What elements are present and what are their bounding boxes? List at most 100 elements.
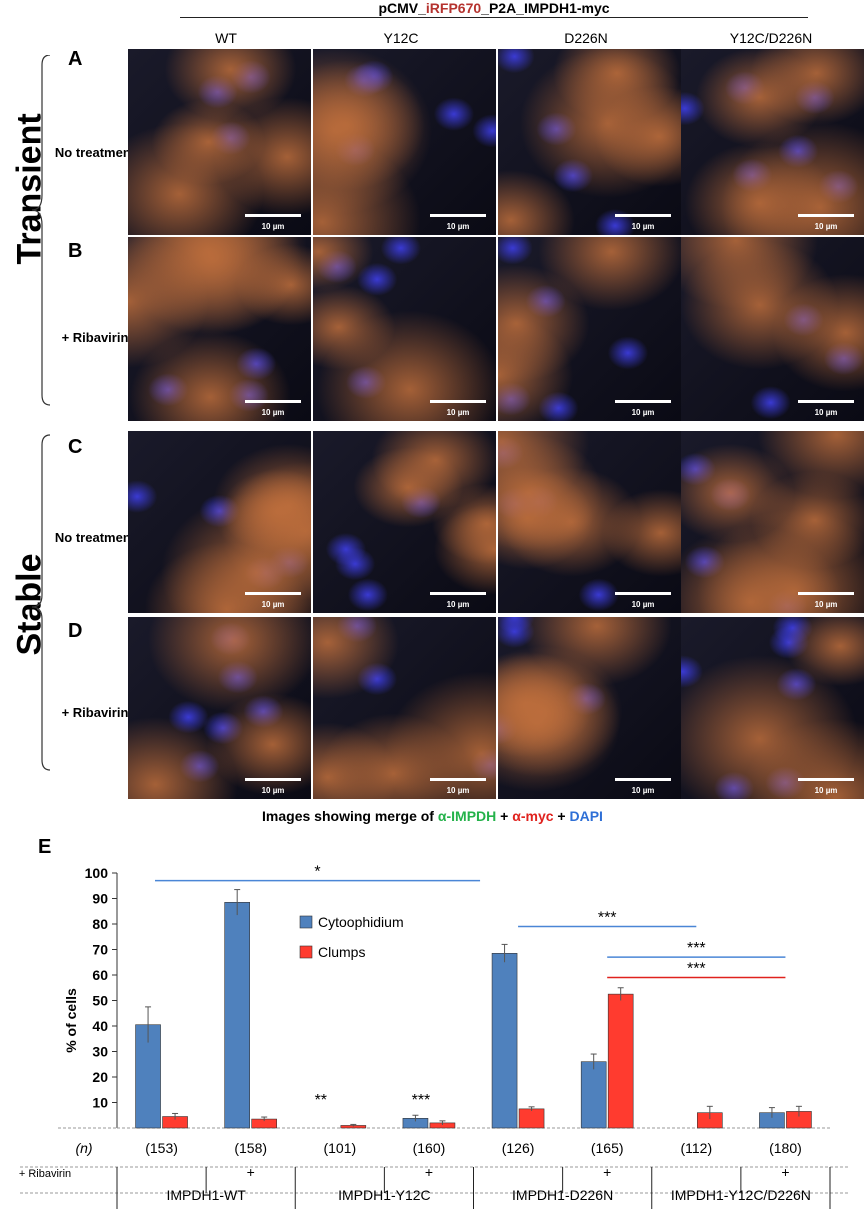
scale-bar-label: 10 µm: [261, 600, 285, 609]
scale-bar: [615, 400, 671, 403]
micrograph-panel: 10 µm: [313, 49, 496, 235]
scale-bar: [615, 592, 671, 595]
scale-bar-label: 10 µm: [446, 408, 470, 417]
scale-bar: [798, 592, 854, 595]
n-value: (158): [234, 1140, 267, 1156]
column-header-y12c-d226n: Y12C/D226N: [729, 30, 813, 46]
micrograph-panel: 10 µm: [128, 617, 311, 799]
panel-letter-e: E: [38, 836, 52, 858]
ribavirin-mark: +: [425, 1164, 433, 1180]
bar-chart: 10 20 30 40 50 60 70 80 90 100 % of cells Cytoophid…: [19, 864, 850, 1209]
micrograph-panel: 10 µm: [498, 237, 681, 421]
legend-label-clumps: Clumps: [318, 944, 365, 960]
bar-annotation: ***: [412, 1092, 431, 1109]
significance-label: ***: [687, 940, 706, 957]
panel-letter-c: C: [68, 436, 83, 458]
scale-bar-label: 10 µm: [814, 408, 838, 417]
scale-bar-label: 10 µm: [631, 786, 655, 795]
micrograph-panel: 10 µm: [498, 617, 681, 799]
scale-bar: [430, 400, 486, 403]
ribavirin-mark: +: [247, 1164, 255, 1180]
y-tick-label: 90: [92, 891, 108, 907]
ribavirin-mark: +: [781, 1164, 789, 1180]
y-tick-label: 70: [92, 942, 108, 958]
micrograph-panel: 10 µm: [128, 49, 311, 235]
bar-cytoophidium: [580, 1061, 607, 1129]
scale-bar-label: 10 µm: [446, 222, 470, 231]
n-value: (153): [145, 1140, 178, 1156]
y-tick-label: 50: [92, 993, 108, 1009]
bar-cytoophidium: [224, 902, 250, 1129]
n-value: (101): [323, 1140, 356, 1156]
n-value: (165): [591, 1140, 624, 1156]
column-header-y12c: Y12C: [383, 30, 419, 46]
legend-swatch-cytoophidium: [299, 915, 313, 929]
scale-bar-label: 10 µm: [631, 408, 655, 417]
y-tick-label: 40: [92, 1018, 108, 1034]
bar-cytoophidium: [491, 953, 518, 1129]
scale-bar: [245, 778, 301, 781]
scale-bar: [615, 214, 671, 217]
scale-bar: [430, 778, 486, 781]
scale-bar: [615, 778, 671, 781]
scale-bar-label: 10 µm: [446, 600, 470, 609]
micrograph-panel: 10 µm: [681, 431, 864, 613]
scale-bar: [798, 214, 854, 217]
scale-bar-label: 10 µm: [814, 600, 838, 609]
group-label: IMPDH1-WT: [166, 1187, 246, 1203]
scale-bar-label: 10 µm: [261, 222, 285, 231]
scale-bar-label: 10 µm: [814, 222, 838, 231]
group-braces: [31, 55, 51, 771]
n-value: (180): [769, 1140, 802, 1156]
y-tick-label: 80: [92, 916, 108, 932]
scale-bar-label: 10 µm: [261, 786, 285, 795]
y-tick-label: 60: [92, 967, 108, 983]
scale-bar: [798, 778, 854, 781]
micrograph-panel: 10 µm: [313, 431, 496, 613]
n-value: (160): [413, 1140, 446, 1156]
column-header-d226n: D226N: [564, 30, 608, 46]
micrograph-panel: 10 µm: [498, 49, 681, 235]
column-header-wt: WT: [215, 30, 237, 46]
scale-bar: [245, 400, 301, 403]
micrograph-panel: 10 µm: [498, 431, 681, 613]
scale-bar: [798, 400, 854, 403]
legend-label-cytoophidium: Cytoophidium: [318, 914, 404, 930]
scale-bar: [430, 592, 486, 595]
ribavirin-mark: +: [603, 1164, 611, 1180]
scale-bar: [245, 592, 301, 595]
figure-caption: Images showing merge of α-IMPDH + α-myc …: [262, 808, 603, 824]
group-label: IMPDH1-Y12C: [338, 1187, 431, 1203]
y-axis-label: % of cells: [63, 988, 79, 1053]
n-value: (126): [502, 1140, 535, 1156]
significance-label: *: [314, 864, 320, 881]
micrograph-panel: 10 µm: [681, 617, 864, 799]
legend-swatch-clumps: [299, 945, 313, 959]
panel-letter-b: B: [68, 240, 83, 262]
row-label-b: + Ribavirin: [61, 330, 129, 345]
bar-clumps: [607, 993, 634, 1129]
micrograph-panel: 10 µm: [681, 237, 864, 421]
micrograph-panel: 10 µm: [313, 237, 496, 421]
bar-annotation: **: [315, 1092, 327, 1109]
significance-label: ***: [598, 910, 617, 927]
scale-bar-label: 10 µm: [631, 222, 655, 231]
bar-clumps: [518, 1108, 545, 1129]
n-row-label: (n): [75, 1140, 92, 1156]
scale-bar-label: 10 µm: [814, 786, 838, 795]
y-tick-label: 10: [92, 1095, 108, 1111]
row-label-c: No treatment: [54, 530, 136, 545]
micrograph-panel: 10 µm: [128, 431, 311, 613]
y-tick-label: 100: [85, 865, 109, 881]
row-label-a: No treatment: [54, 145, 136, 160]
ribavirin-row-label: + Ribavirin: [19, 1168, 71, 1180]
scale-bar: [245, 214, 301, 217]
micrograph-panel: 10 µm: [681, 49, 864, 235]
construct-title: pCMV_iRFP670_P2A_IMPDH1-myc: [378, 0, 610, 16]
title-rule: [180, 17, 808, 18]
significance-label: ***: [687, 961, 706, 978]
y-tick-label: 30: [92, 1044, 108, 1060]
scale-bar: [430, 214, 486, 217]
group-label: IMPDH1-Y12C/D226N: [671, 1187, 811, 1203]
micrograph-panel: 10 µm: [128, 237, 311, 421]
